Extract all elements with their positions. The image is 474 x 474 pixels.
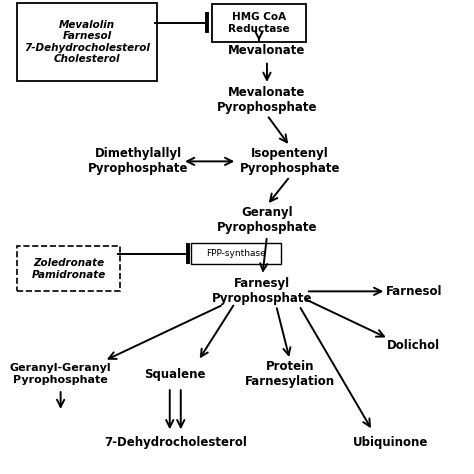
Text: Dolichol: Dolichol <box>387 339 440 352</box>
Text: Geranyl-Geranyl
Pyrophosphate: Geranyl-Geranyl Pyrophosphate <box>10 363 111 385</box>
Text: Protein
Farnesylation: Protein Farnesylation <box>245 360 335 388</box>
Text: Geranyl
Pyrophosphate: Geranyl Pyrophosphate <box>217 207 317 235</box>
Text: 7-Dehydrocholesterol: 7-Dehydrocholesterol <box>104 436 246 449</box>
Text: Isopentenyl
Pyrophosphate: Isopentenyl Pyrophosphate <box>240 147 340 175</box>
Text: Mevalolin
Farnesol
7-Dehydrocholesterol
Cholesterol: Mevalolin Farnesol 7-Dehydrocholesterol … <box>24 19 150 64</box>
FancyBboxPatch shape <box>17 3 157 81</box>
Text: Zoledronate
Pamidronate: Zoledronate Pamidronate <box>32 258 106 280</box>
Text: Mevalonate
Pyrophosphate: Mevalonate Pyrophosphate <box>217 86 317 114</box>
FancyBboxPatch shape <box>212 4 306 42</box>
Text: Farnesol: Farnesol <box>385 285 442 298</box>
Text: Farnesyl
Pyrophosphate: Farnesyl Pyrophosphate <box>212 277 313 305</box>
Text: Ubiquinone: Ubiquinone <box>353 436 428 449</box>
Text: Dimethylallyl
Pyrophosphate: Dimethylallyl Pyrophosphate <box>88 147 189 175</box>
FancyBboxPatch shape <box>191 243 281 264</box>
FancyBboxPatch shape <box>17 246 120 292</box>
Text: Squalene: Squalene <box>145 367 206 381</box>
Text: Mevalonate: Mevalonate <box>228 44 306 57</box>
Text: FPP-synthase: FPP-synthase <box>206 249 266 258</box>
Text: HMG CoA
Reductase: HMG CoA Reductase <box>228 12 290 34</box>
